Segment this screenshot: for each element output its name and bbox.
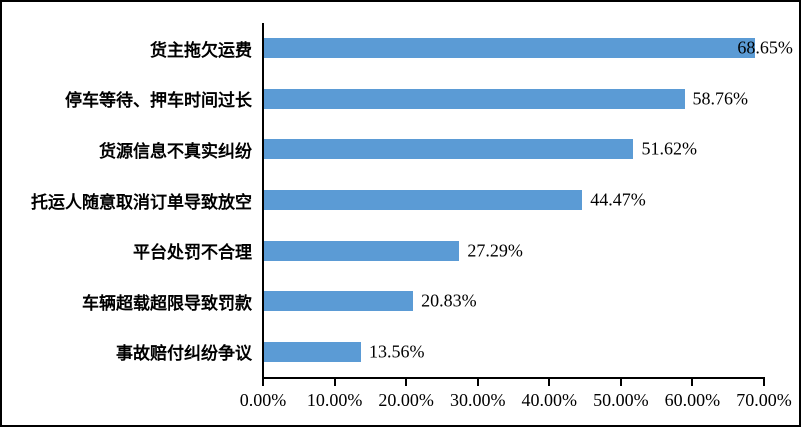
bar-track: 13.56% [264, 326, 799, 377]
y-axis-line [262, 23, 264, 379]
bar-track: 44.47% [264, 175, 799, 226]
bar [264, 88, 685, 109]
category-label: 托运人随意取消订单导致放空 [31, 192, 252, 212]
bar-track: 68.65% [264, 23, 799, 74]
data-label: 20.83% [421, 290, 477, 311]
x-tick-label: 20.00% [378, 390, 434, 410]
x-axis-line [262, 377, 765, 379]
x-tick-label: 10.00% [306, 390, 363, 410]
category-label: 停车等待、押车时间过长 [65, 91, 252, 111]
bar [264, 139, 634, 160]
category-label: 事故赔付纠纷争议 [116, 344, 252, 364]
bar-track: 58.76% [264, 74, 799, 125]
bar-track: 51.62% [264, 124, 799, 175]
chart-row: 停车等待、押车时间过长 58.76% [2, 74, 799, 125]
data-label: 13.56% [369, 341, 425, 362]
chart-row: 车辆超载超限导致罚款 20.83% [2, 276, 799, 327]
chart-row: 货源信息不真实纠纷 51.62% [2, 124, 799, 175]
category-label: 货主拖欠运费 [150, 40, 252, 60]
data-label: 68.65% [737, 37, 793, 58]
category-label: 平台处罚不合理 [133, 243, 252, 263]
x-tick-label: 50.00% [593, 390, 649, 410]
x-axis-tick [262, 379, 264, 386]
chart-row: 货主拖欠运费 68.65% [2, 23, 799, 74]
bar [264, 240, 460, 261]
data-label: 44.47% [590, 189, 646, 210]
x-axis-tick [763, 379, 765, 386]
bar-track: 27.29% [264, 225, 799, 276]
data-label: 58.76% [692, 88, 749, 109]
bar [264, 291, 414, 312]
x-tick-label: 30.00% [449, 390, 506, 410]
x-tick-label: 40.00% [521, 390, 578, 410]
x-tick-label: 60.00% [664, 390, 721, 410]
category-label: 车辆超载超限导致罚款 [82, 293, 252, 313]
x-axis-tick [333, 379, 336, 386]
chart-row: 托运人随意取消订单导致放空 44.47% [2, 175, 799, 226]
bar [264, 190, 583, 211]
bar [264, 341, 362, 362]
x-axis-tick [619, 379, 622, 386]
x-axis-tick [476, 379, 479, 386]
x-tick-label: 0.00% [239, 390, 287, 410]
bar [264, 38, 756, 59]
x-axis-tick [691, 379, 694, 386]
category-label: 货源信息不真实纠纷 [99, 141, 252, 161]
bar-track: 20.83% [264, 276, 799, 327]
plot-rows: 货主拖欠运费 68.65% 停车等待、押车时间过长 58.76% 货源信息不真实纠纷 51… [2, 23, 799, 377]
chart-row: 事故赔付纠纷争议 13.56% [2, 326, 799, 377]
data-label: 51.62% [641, 138, 697, 159]
x-tick-label: 70.00% [736, 390, 792, 410]
x-axis-tick [548, 379, 551, 386]
data-label: 27.29% [467, 240, 523, 261]
x-axis-tick [405, 379, 408, 386]
chart-row: 平台处罚不合理 27.29% [2, 225, 799, 276]
